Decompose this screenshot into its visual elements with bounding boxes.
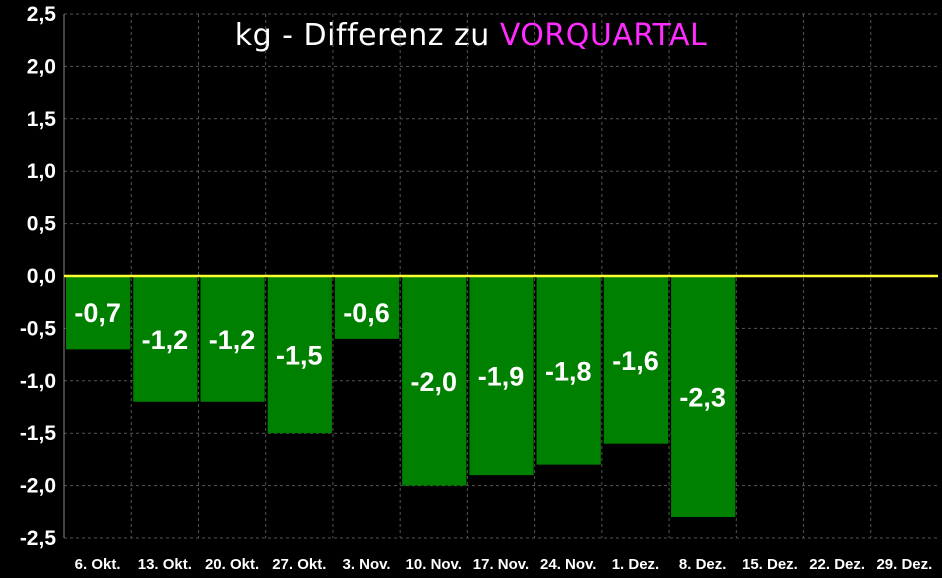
bar [66,276,131,350]
x-tick-label: 20. Okt. [205,556,259,573]
bar [200,276,265,402]
x-tick-label: 10. Nov. [406,556,462,573]
x-tick-label: 8. Dez. [679,556,727,573]
y-tick-label: 1,0 [27,160,56,183]
chart-title-highlight: VORQUARTAL [499,18,708,53]
data-label: -1,9 [478,362,525,392]
x-tick-label: 27. Okt. [272,556,326,573]
data-label: -0,7 [74,298,121,328]
x-tick-label: 17. Nov. [473,556,529,573]
bar [671,276,736,518]
y-tick-label: 0,5 [27,213,57,236]
y-tick-label: -2,0 [20,475,56,498]
x-tick-label: 3. Nov. [342,556,390,573]
data-label: -1,2 [142,325,189,355]
bar [536,276,601,465]
bar [334,276,400,339]
data-label: -1,5 [276,341,323,371]
x-tick-label: 1. Dez. [612,556,660,573]
bar [469,276,534,476]
bar [603,276,669,444]
y-tick-label: 0,0 [27,265,56,288]
bar [402,276,467,486]
y-tick-label: -2,5 [20,527,57,550]
x-tick-label: 6. Okt. [75,556,121,573]
y-tick-label: -1,5 [20,422,57,445]
y-tick-label: -1,0 [20,370,56,393]
chart-title: kg - Differenz zu VORQUARTAL [0,18,942,53]
x-tick-label: 13. Okt. [138,556,192,573]
x-tick-label: 15. Dez. [742,556,798,573]
chart-title-text: kg - Differenz zu [234,18,490,53]
x-tick-label: 29. Dez. [876,556,932,573]
data-label: -1,2 [209,325,256,355]
data-label: -2,0 [411,367,458,397]
y-tick-label: 2,5 [27,3,57,26]
bar [133,276,198,402]
data-label: -2,3 [679,383,726,413]
y-tick-label: 1,5 [27,108,57,131]
y-tick-label: 2,0 [27,55,56,78]
x-tick-label: 22. Dez. [809,556,865,573]
data-label: -0,6 [343,298,390,328]
data-label: -1,6 [612,346,659,376]
x-tick-label: 24. Nov. [540,556,596,573]
y-tick-label: -0,5 [20,317,57,340]
data-label: -1,8 [545,356,592,386]
bar [267,276,332,434]
